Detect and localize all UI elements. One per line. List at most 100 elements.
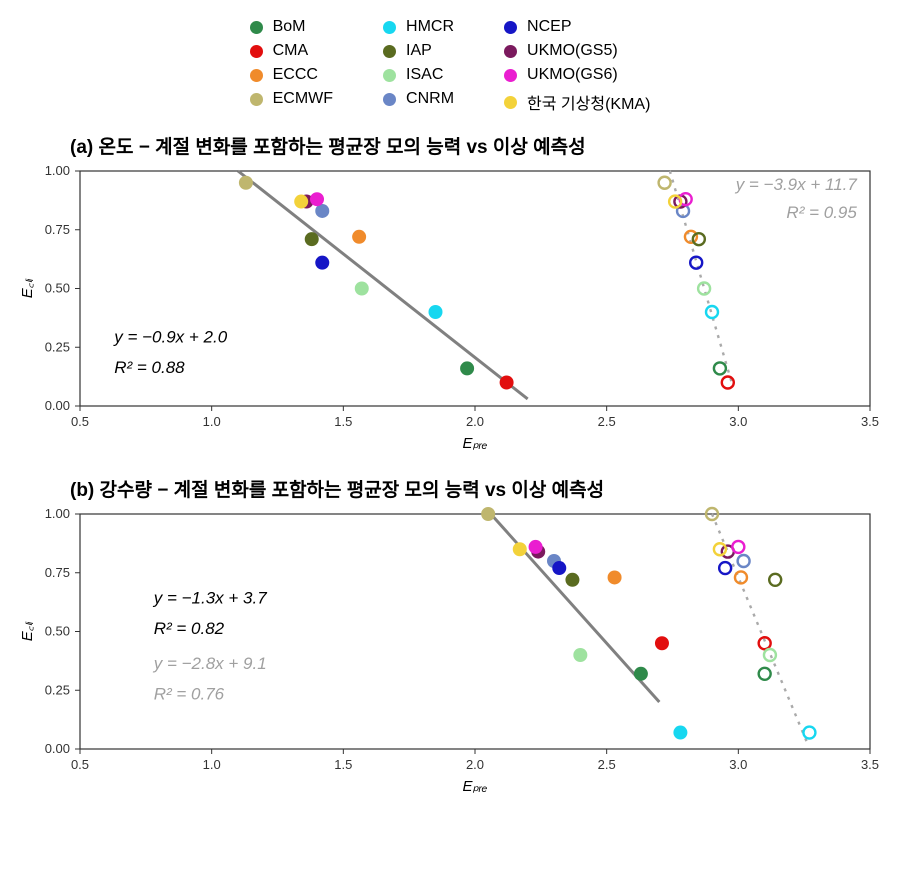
y-tick-label: 0.50 [45,281,70,296]
x-tick-label: 2.0 [466,757,484,772]
x-tick-label: 2.5 [598,414,616,429]
r-squared-text: R² = 0.95 [786,203,857,222]
legend-marker-icon [250,93,263,106]
r-squared-text: R² = 0.88 [114,358,185,377]
legend-item: ECCC [250,66,333,84]
legend-label: UKMO(GS5) [527,42,618,60]
data-point-filled [552,561,566,575]
plot-frame [80,171,870,406]
legend-item: ISAC [383,66,454,84]
legend-marker-icon [383,45,396,58]
equation-text: y = −2.8x + 9.1 [153,654,267,673]
y-tick-label: 0.75 [45,565,70,580]
legend-label: CMA [273,42,309,60]
legend-marker-icon [383,21,396,34]
legend-label: 한국 기상청(KMA) [527,90,650,114]
data-point-filled [429,305,443,319]
x-tick-label: 3.0 [729,414,747,429]
legend: BoMCMAECCCECMWFHMCRIAPISACCNRMNCEPUKMO(G… [10,10,890,126]
legend-column: NCEP UKMO(GS5) UKMO(GS6) 한국 기상청(KMA) [504,18,650,114]
data-point-open [706,306,718,318]
x-tick-label: 2.0 [466,414,484,429]
legend-label: UKMO(GS6) [527,66,618,84]
data-point-filled [565,573,579,587]
data-point-filled [310,192,324,206]
panel-title: (a) 온도 − 계절 변화를 포함하는 평균장 모의 능력 vs 이상 예측성 [10,126,890,161]
legend-label: BoM [273,18,306,36]
x-tick-label: 1.5 [334,757,352,772]
x-axis-label: Eₚᵣₑ [462,435,487,452]
x-tick-label: 1.0 [203,757,221,772]
scatter-chart: 0.51.01.52.02.53.03.50.000.250.500.751.0… [10,504,890,804]
chart-svg: 0.51.01.52.02.53.03.50.000.250.500.751.0… [10,161,890,461]
y-tick-label: 1.00 [45,506,70,521]
data-point-open [769,574,781,586]
legend-label: ECCC [273,66,318,84]
y-tick-label: 1.00 [45,163,70,178]
data-point-open [714,362,726,374]
data-point-open [659,177,671,189]
x-tick-label: 0.5 [71,414,89,429]
x-tick-label: 0.5 [71,757,89,772]
equation-text: y = −1.3x + 3.7 [153,588,267,607]
legend-item: UKMO(GS6) [504,66,650,84]
data-point-open [719,562,731,574]
legend-item: UKMO(GS5) [504,42,650,60]
data-point-filled [573,648,587,662]
regression-line-dashed [670,171,733,387]
legend-label: ISAC [406,66,443,84]
legend-item: CMA [250,42,333,60]
data-point-filled [481,507,495,521]
legend-item: IAP [383,42,454,60]
y-tick-label: 0.25 [45,682,70,697]
data-point-open [714,543,726,555]
x-tick-label: 1.0 [203,414,221,429]
data-point-filled [315,256,329,270]
data-point-filled [355,282,369,296]
x-tick-label: 3.5 [861,414,879,429]
legend-column: BoMCMAECCCECMWF [250,18,333,114]
legend-marker-icon [504,45,517,58]
r-squared-text: R² = 0.76 [154,685,225,704]
legend-marker-icon [250,21,263,34]
legend-marker-icon [504,96,517,109]
data-point-filled [655,636,669,650]
r-squared-text: R² = 0.82 [154,619,225,638]
panel-title: (b) 강수량 − 계절 변화를 포함하는 평균장 모의 능력 vs 이상 예측… [10,469,890,504]
legend-marker-icon [504,21,517,34]
legend-column: HMCRIAPISACCNRM [383,18,454,114]
legend-label: IAP [406,42,432,60]
data-point-open [759,668,771,680]
data-point-filled [608,570,622,584]
regression-line-solid [238,171,528,399]
x-axis-label: Eₚᵣₑ [462,778,487,795]
legend-label: NCEP [527,18,571,36]
data-point-filled [305,232,319,246]
data-point-open [738,555,750,567]
legend-label: HMCR [406,18,454,36]
y-tick-label: 0.00 [45,398,70,413]
x-tick-label: 2.5 [598,757,616,772]
legend-marker-icon [250,69,263,82]
x-tick-label: 1.5 [334,414,352,429]
data-point-filled [673,726,687,740]
data-point-filled [460,361,474,375]
data-point-filled [239,176,253,190]
legend-item: BoM [250,18,333,36]
legend-item: NCEP [504,18,650,36]
chart-svg: 0.51.01.52.02.53.03.50.000.250.500.751.0… [10,504,890,804]
data-point-open [732,541,744,553]
equation-text: y = −0.9x + 2.0 [113,328,227,347]
data-point-filled [500,376,514,390]
legend-columns: BoMCMAECCCECMWFHMCRIAPISACCNRMNCEPUKMO(G… [250,18,651,114]
y-tick-label: 0.50 [45,624,70,639]
scatter-chart: 0.51.01.52.02.53.03.50.000.250.500.751.0… [10,161,890,461]
equation-text: y = −3.9x + 11.7 [735,175,858,194]
x-tick-label: 3.5 [861,757,879,772]
legend-marker-icon [250,45,263,58]
y-tick-label: 0.00 [45,741,70,756]
legend-item: HMCR [383,18,454,36]
data-point-open [722,377,734,389]
data-point-filled [529,540,543,554]
data-point-open [764,649,776,661]
